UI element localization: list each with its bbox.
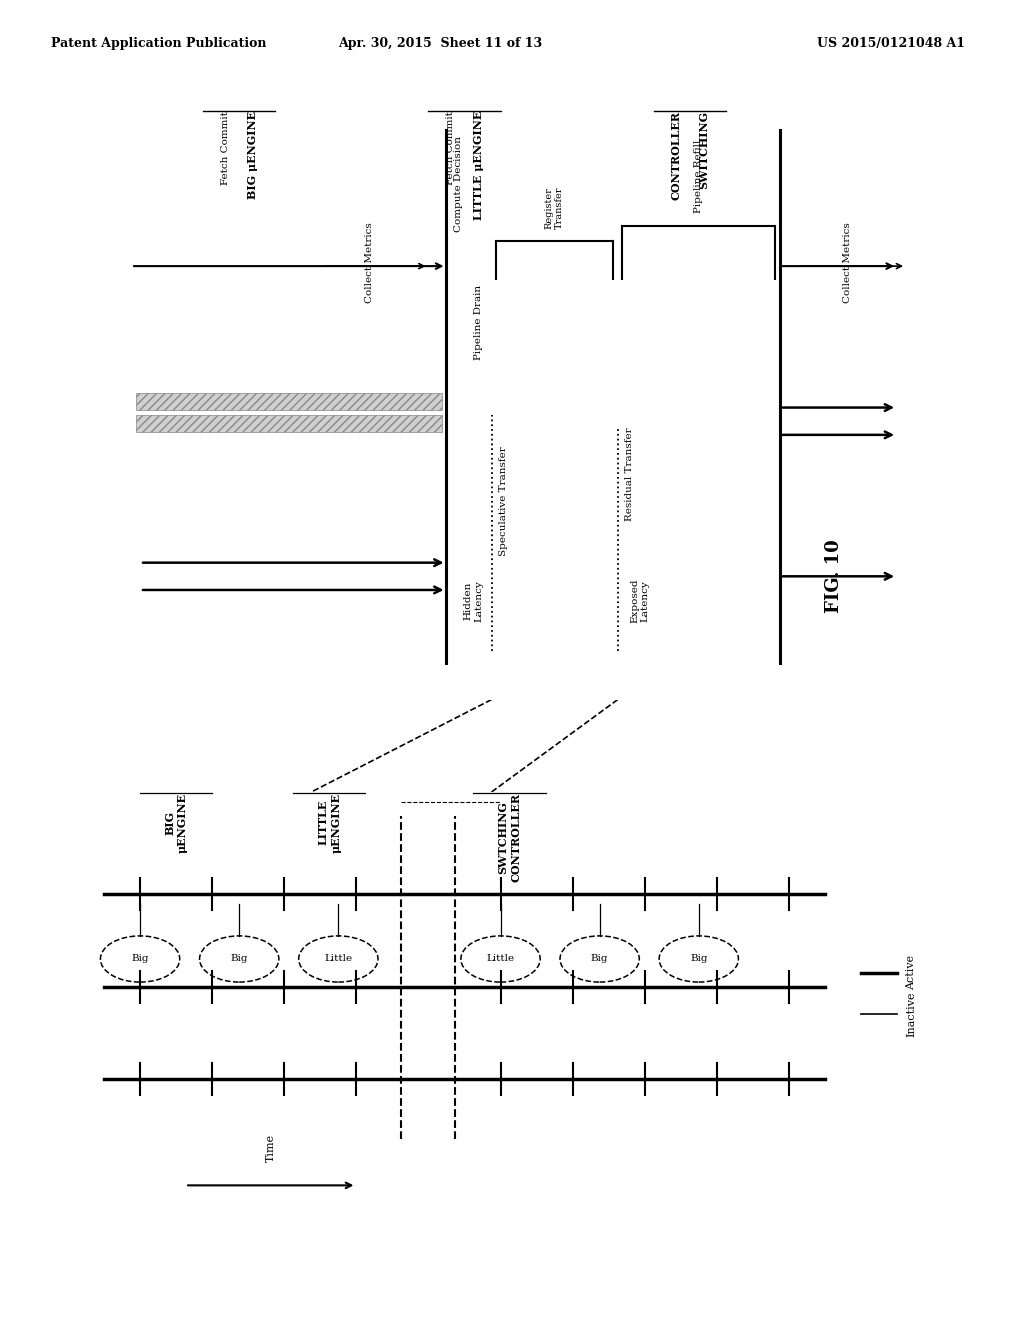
Text: Compute Decision: Compute Decision xyxy=(454,136,463,232)
Text: FIG. 10: FIG. 10 xyxy=(825,540,843,614)
Text: Big: Big xyxy=(230,954,248,964)
Text: Fetch Commit: Fetch Commit xyxy=(446,111,456,185)
Text: Residual Transfer: Residual Transfer xyxy=(625,428,634,521)
Text: Collect Metrics: Collect Metrics xyxy=(843,223,852,304)
Text: Little: Little xyxy=(486,954,515,964)
Text: SWITCHING: SWITCHING xyxy=(697,111,709,189)
Text: Register
Transfer: Register Transfer xyxy=(545,186,564,228)
Text: Big: Big xyxy=(131,954,148,964)
Bar xyxy=(135,392,442,411)
Text: BIG
μENGINE: BIG μENGINE xyxy=(164,792,188,853)
Text: Pipeline Drain: Pipeline Drain xyxy=(473,285,482,360)
Text: BIG μENGINE: BIG μENGINE xyxy=(247,111,258,199)
Text: Fetch Commit: Fetch Commit xyxy=(221,111,230,185)
Text: LITTLE
μENGINE: LITTLE μENGINE xyxy=(317,792,341,853)
Text: Pipeline Refill: Pipeline Refill xyxy=(694,140,703,214)
Text: Active: Active xyxy=(906,956,916,990)
Text: Exposed
Latency: Exposed Latency xyxy=(631,579,650,623)
Text: Big: Big xyxy=(690,954,708,964)
Text: Speculative Transfer: Speculative Transfer xyxy=(499,446,508,556)
Text: Collect Metrics: Collect Metrics xyxy=(366,223,375,304)
Text: Inactive: Inactive xyxy=(906,991,916,1038)
Text: SWTCHING
CONTROLLER: SWTCHING CONTROLLER xyxy=(498,792,521,882)
Text: CONTROLLER: CONTROLLER xyxy=(671,111,682,201)
Text: Patent Application Publication: Patent Application Publication xyxy=(51,37,266,50)
Text: Big: Big xyxy=(591,954,608,964)
Text: Time: Time xyxy=(266,1134,275,1162)
Text: Little: Little xyxy=(325,954,352,964)
Text: Hidden
Latency: Hidden Latency xyxy=(464,581,483,622)
Bar xyxy=(135,414,442,433)
Text: Apr. 30, 2015  Sheet 11 of 13: Apr. 30, 2015 Sheet 11 of 13 xyxy=(338,37,543,50)
Text: US 2015/0121048 A1: US 2015/0121048 A1 xyxy=(817,37,965,50)
Text: LITTLE μENGINE: LITTLE μENGINE xyxy=(472,111,483,220)
